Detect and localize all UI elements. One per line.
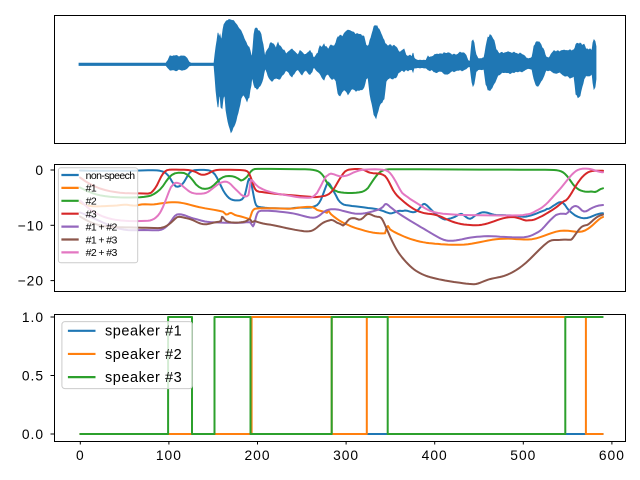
svg-text:300: 300: [333, 448, 359, 463]
svg-text:600: 600: [599, 448, 625, 463]
svg-text:1.0: 1.0: [22, 310, 44, 325]
svg-text:−20: −20: [18, 274, 44, 289]
svg-text:speaker #1: speaker #1: [105, 324, 182, 340]
svg-text:100: 100: [156, 448, 182, 463]
svg-text:non-speech: non-speech: [86, 170, 136, 182]
svg-text:−10: −10: [18, 218, 44, 233]
svg-text:#3: #3: [86, 209, 97, 221]
svg-text:400: 400: [422, 448, 448, 463]
svg-text:0: 0: [76, 448, 85, 463]
svg-text:speaker #3: speaker #3: [105, 370, 182, 386]
svg-text:#1 + #2: #1 + #2: [86, 221, 118, 233]
svg-text:0.5: 0.5: [22, 369, 44, 384]
svg-text:#2: #2: [86, 196, 97, 208]
svg-text:500: 500: [510, 448, 536, 463]
svg-text:0: 0: [35, 163, 44, 178]
svg-text:#1: #1: [86, 183, 97, 195]
svg-text:200: 200: [244, 448, 270, 463]
svg-text:#1 + #3: #1 + #3: [86, 234, 118, 246]
svg-text:0.0: 0.0: [22, 427, 44, 442]
svg-text:#2 + #3: #2 + #3: [86, 247, 118, 259]
svg-text:speaker #2: speaker #2: [105, 347, 182, 363]
